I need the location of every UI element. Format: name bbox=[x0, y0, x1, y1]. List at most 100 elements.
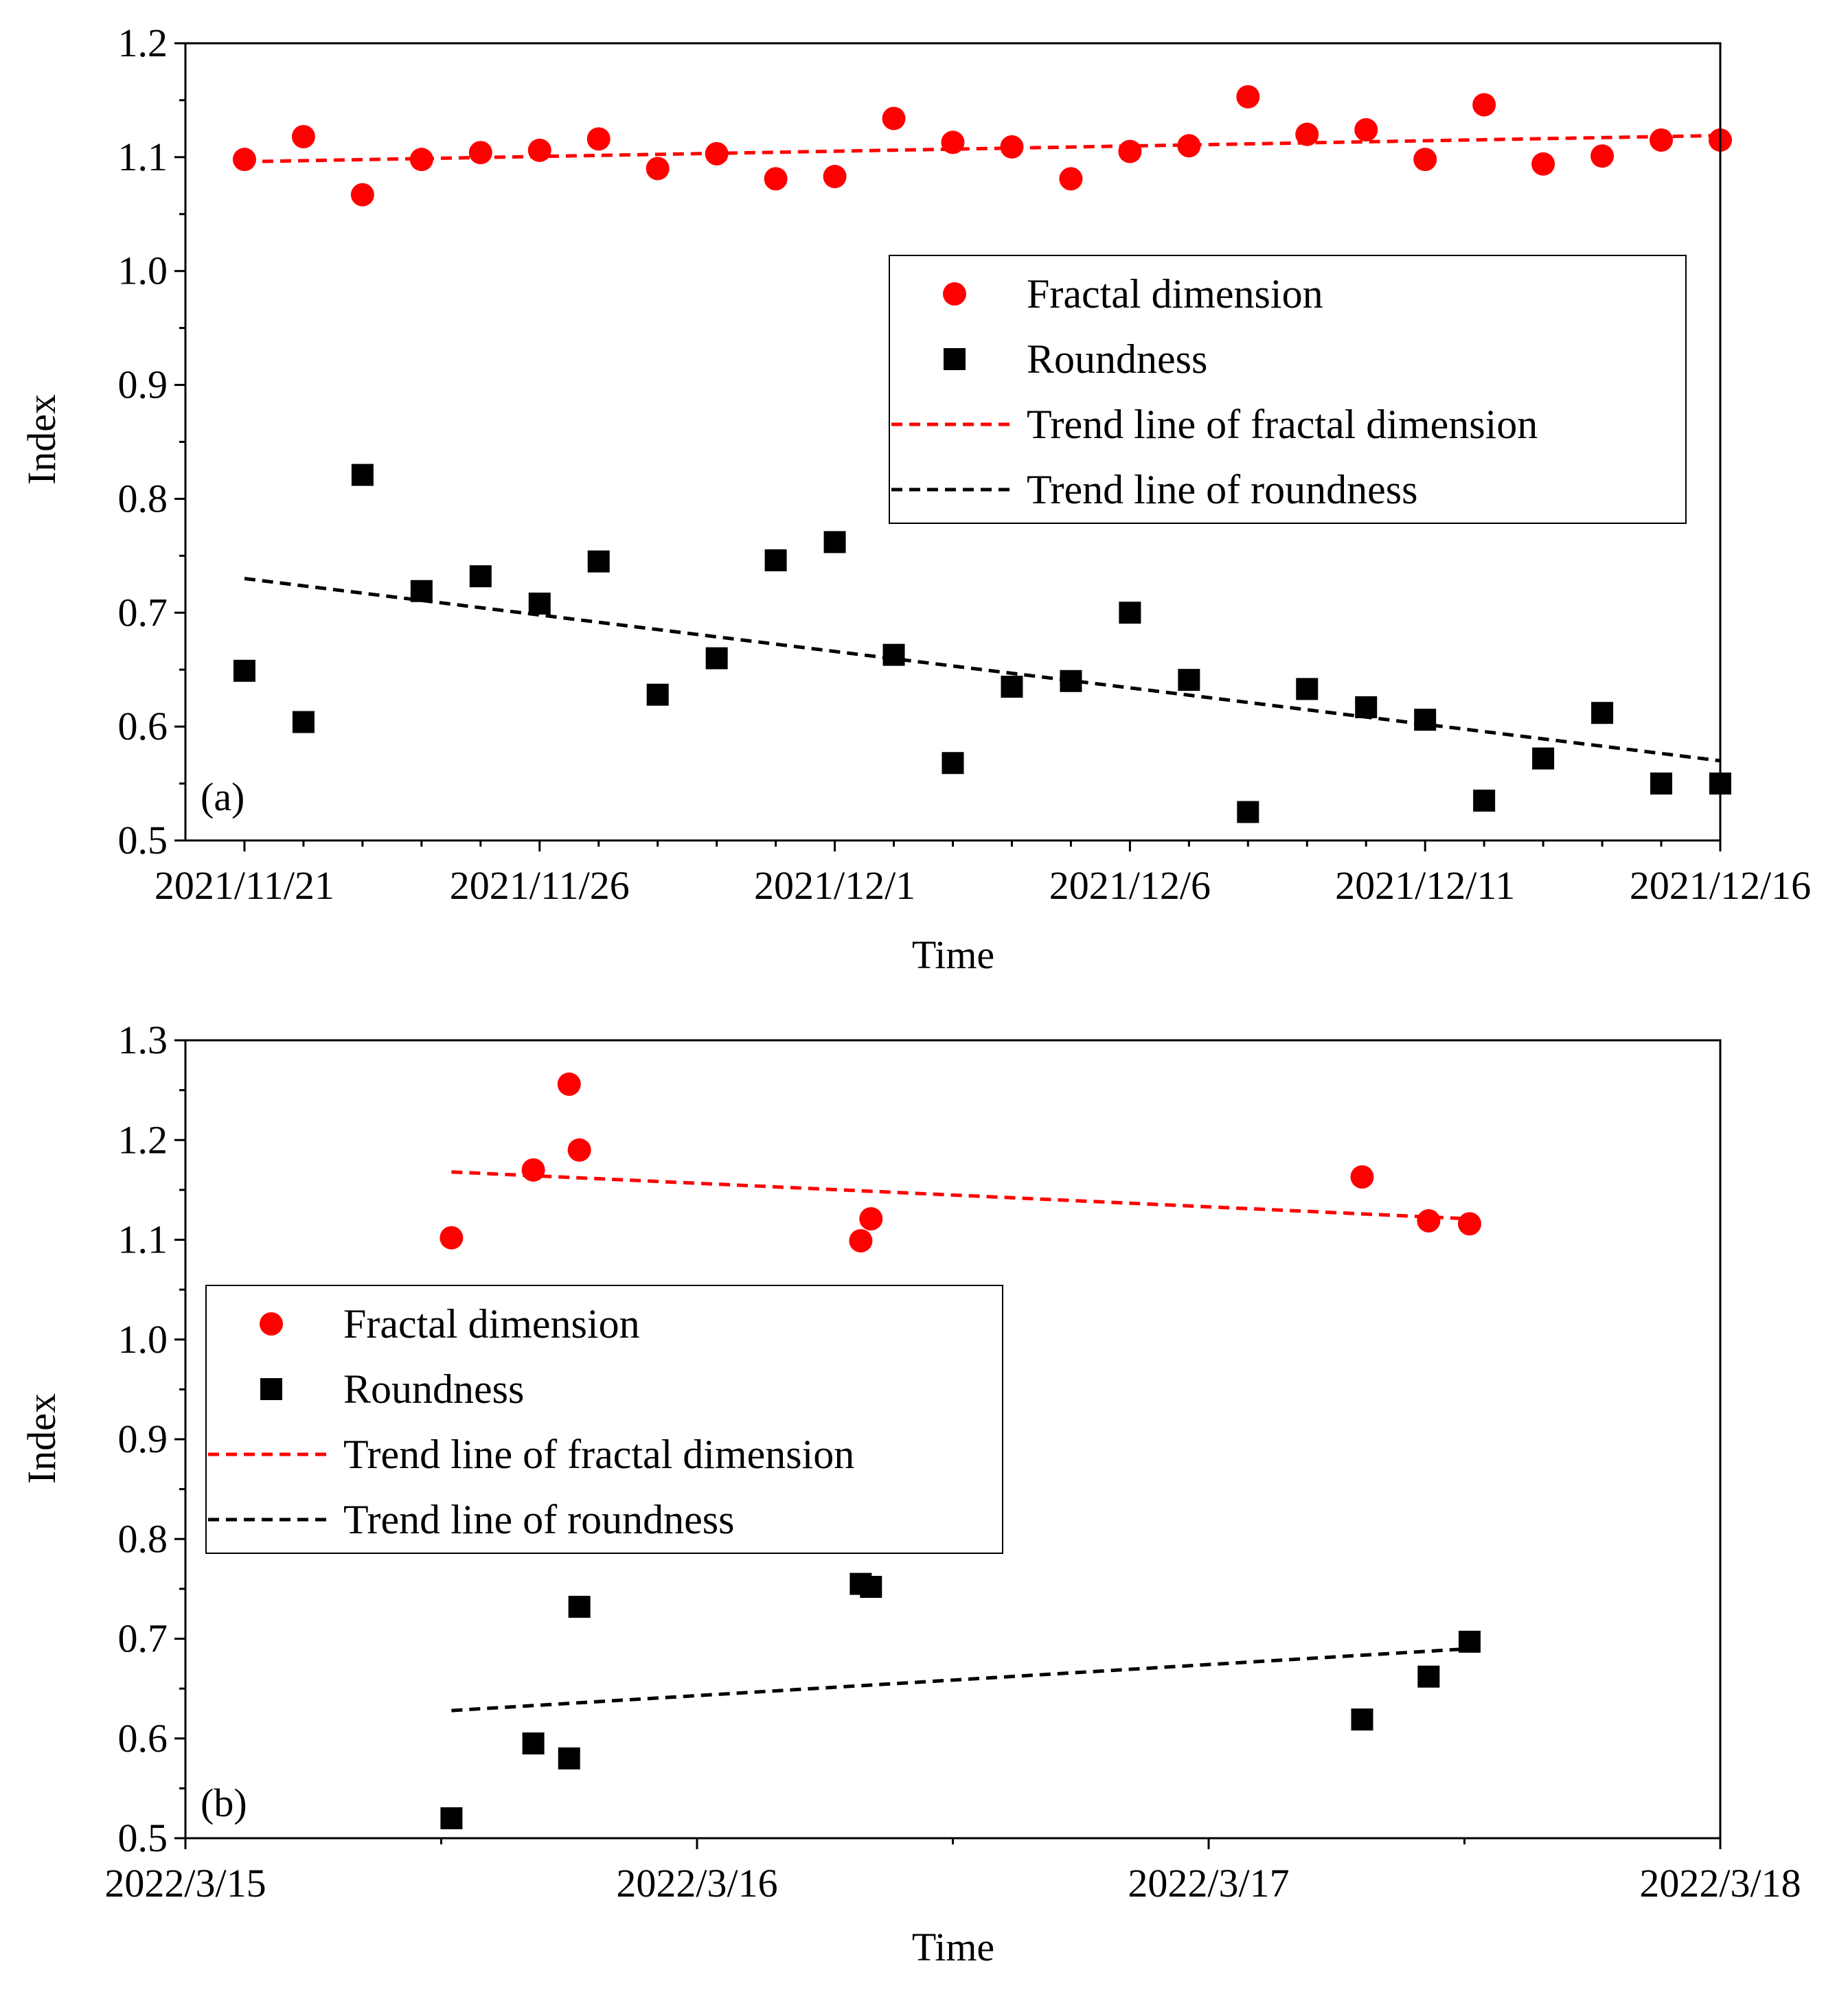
panel-a-fractal-point bbox=[586, 127, 611, 151]
panel-b-x-axis-title: Time bbox=[912, 1925, 994, 1969]
panel-a-legend-label-fractal-trend: Trend line of fractal dimension bbox=[1027, 402, 1538, 447]
panel-a-y-tick-label: 1.1 bbox=[118, 135, 168, 179]
panel-b-roundness-trend-line bbox=[451, 1647, 1470, 1713]
panel-a-roundness-point bbox=[1414, 709, 1437, 731]
panel-b-y-tick-label: 1.1 bbox=[118, 1217, 168, 1262]
panel-b-x-tick-label: 2022/3/17 bbox=[1128, 1861, 1289, 1905]
panel-b-legend-marker-fractal bbox=[260, 1312, 283, 1336]
panel-a-roundness-point bbox=[1355, 696, 1378, 718]
panel-a-fractal-point bbox=[823, 165, 847, 189]
panel-a-roundness-point bbox=[1591, 702, 1614, 724]
panel-a-fractal-point bbox=[1118, 139, 1142, 163]
panel-a-fractal-point bbox=[291, 125, 315, 149]
panel-b-y-tick-label: 1.3 bbox=[118, 1018, 168, 1062]
panel-a-fractal-point bbox=[527, 138, 551, 162]
panel-a-roundness-point bbox=[1532, 747, 1555, 770]
panel-a-fractal-point bbox=[1472, 93, 1496, 117]
panel-a-y-tick-label: 0.7 bbox=[118, 590, 168, 634]
panel-b-legend-label-fractal-trend: Trend line of fractal dimension bbox=[343, 1432, 854, 1477]
panel-a-roundness-point bbox=[469, 565, 492, 588]
panel-a-fractal-point bbox=[705, 141, 729, 165]
panel-a-roundness-point bbox=[705, 647, 728, 669]
panel-b-roundness-point bbox=[522, 1732, 545, 1755]
panel-a-fractal-trend-line bbox=[244, 133, 1721, 163]
panel-a-y-tick-label: 0.5 bbox=[118, 818, 168, 862]
panel-b-roundness-point bbox=[1351, 1708, 1373, 1731]
panel-b-roundness-point bbox=[860, 1575, 882, 1598]
panel-b-roundness-point bbox=[1417, 1665, 1440, 1688]
chart-panel-a: 0.5 0.6 0.7 0.8 0.9 1.0 1.1 1.2 2021/11/21 2021/1… bbox=[19, 21, 1811, 977]
panel-b-roundness-point bbox=[568, 1596, 591, 1618]
panel-a-legend-marker-fractal bbox=[943, 282, 966, 306]
panel-a-legend-label-roundness-trend: Trend line of roundness bbox=[1027, 467, 1417, 512]
panel-a-x-tick-label: 2021/12/1 bbox=[754, 863, 915, 908]
panel-a-legend: Fractal dimension Roundness Trend line o… bbox=[889, 255, 1687, 524]
panel-b-fractal-point bbox=[849, 1228, 873, 1252]
panel-b-roundness-point bbox=[1458, 1630, 1481, 1653]
panel-b-y-tick-label: 0.8 bbox=[118, 1516, 168, 1561]
panel-a-roundness-point bbox=[1650, 772, 1673, 795]
panel-a-x-tick-label: 2021/12/16 bbox=[1630, 863, 1811, 908]
chart-panel-b: 0.5 0.6 0.7 0.8 0.9 1.0 1.1 1.2 1.3 2022/3/15 2022… bbox=[19, 1018, 1801, 1969]
panel-a-trend-lines bbox=[244, 133, 1721, 763]
panel-a-roundness-point bbox=[1119, 602, 1141, 624]
panel-b-fractal-point bbox=[440, 1226, 464, 1250]
panel-a-x-tick-label: 2021/12/11 bbox=[1335, 863, 1515, 908]
panel-a-roundness-point bbox=[764, 549, 787, 571]
panel-b-y-tick-label: 1.2 bbox=[118, 1117, 168, 1162]
panel-a-roundness-point bbox=[823, 531, 846, 553]
panel-a-y-tick-label: 0.8 bbox=[118, 476, 168, 520]
panel-a-roundness-point bbox=[1178, 669, 1200, 691]
panel-b-y-tick-label: 0.6 bbox=[118, 1716, 168, 1761]
panel-a-roundness-point bbox=[882, 643, 905, 666]
panel-a-roundness-point bbox=[351, 463, 374, 486]
panel-a-fractal-point bbox=[1650, 128, 1674, 152]
panel-a-roundness-point bbox=[1473, 789, 1496, 812]
panel-b-legend-label-roundness-trend: Trend line of roundness bbox=[343, 1497, 734, 1542]
panel-a-fractal-point bbox=[350, 183, 374, 207]
panel-b-legend-label-fractal: Fractal dimension bbox=[343, 1301, 640, 1347]
panel-b-roundness-point bbox=[558, 1747, 580, 1770]
panel-b-y-tick-label: 1.0 bbox=[118, 1317, 168, 1362]
panel-a-fractal-point bbox=[409, 148, 433, 172]
panel-a-y-tick-label: 1.2 bbox=[118, 21, 168, 65]
panel-b-x-tick-label: 2022/3/15 bbox=[104, 1861, 266, 1905]
panel-a-y-tick-label: 0.9 bbox=[118, 363, 168, 407]
panel-b-y-tick-label: 0.5 bbox=[118, 1816, 168, 1860]
panel-a-roundness-point bbox=[1296, 678, 1319, 700]
panel-a-roundness-point bbox=[528, 593, 551, 615]
panel-b-legend: Fractal dimension Roundness Trend line o… bbox=[205, 1285, 1003, 1554]
panel-a-x-axis-title: Time bbox=[912, 932, 994, 977]
panel-a-fractal-point bbox=[1295, 122, 1319, 146]
panel-b-fractal-point bbox=[1417, 1209, 1441, 1233]
panel-b-axes: 0.5 0.6 0.7 0.8 0.9 1.0 1.1 1.2 1.3 2022/3/15 2022… bbox=[104, 1018, 1801, 1905]
panel-a-legend-label-fractal: Fractal dimension bbox=[1027, 271, 1323, 317]
panel-b-fractal-point bbox=[557, 1072, 581, 1096]
panel-a-fractal-point bbox=[882, 106, 906, 130]
panel-a-fractal-point bbox=[1354, 118, 1378, 142]
panel-a-fractal-point bbox=[1177, 134, 1201, 158]
panel-a-fractal-point bbox=[1059, 167, 1083, 191]
panel-b-fractal-point bbox=[567, 1138, 591, 1162]
panel-a-fractal-point bbox=[232, 148, 256, 172]
panel-a-legend-box bbox=[889, 255, 1687, 524]
panel-a-y-tick-label: 0.6 bbox=[118, 704, 168, 748]
panel-a-fractal-point bbox=[646, 157, 670, 181]
panel-b-legend-box bbox=[205, 1285, 1003, 1554]
panel-b-x-tick-label: 2022/3/16 bbox=[616, 1861, 777, 1905]
panel-a-fractal-point bbox=[1413, 148, 1437, 172]
panel-a-fractal-point bbox=[468, 141, 492, 165]
panel-b-y-axis-title: Index bbox=[19, 1393, 64, 1484]
panel-a-axes: 0.5 0.6 0.7 0.8 0.9 1.0 1.1 1.2 2021/11/21 2021/1… bbox=[118, 21, 1812, 908]
panel-a-roundness-point bbox=[1237, 801, 1259, 823]
panel-a-fractal-point bbox=[1236, 84, 1260, 108]
panel-a-x-tick-label: 2021/12/6 bbox=[1049, 863, 1211, 908]
panel-b-y-tick-label: 0.9 bbox=[118, 1417, 168, 1461]
panel-a-roundness-point bbox=[942, 752, 964, 775]
panel-a-legend-marker-roundness bbox=[944, 348, 966, 370]
panel-b-roundness-point bbox=[440, 1807, 463, 1829]
panel-a-roundness-point bbox=[646, 683, 669, 706]
panel-b-fractal-point bbox=[1457, 1212, 1481, 1236]
panel-a-fractal-point bbox=[1531, 152, 1555, 176]
